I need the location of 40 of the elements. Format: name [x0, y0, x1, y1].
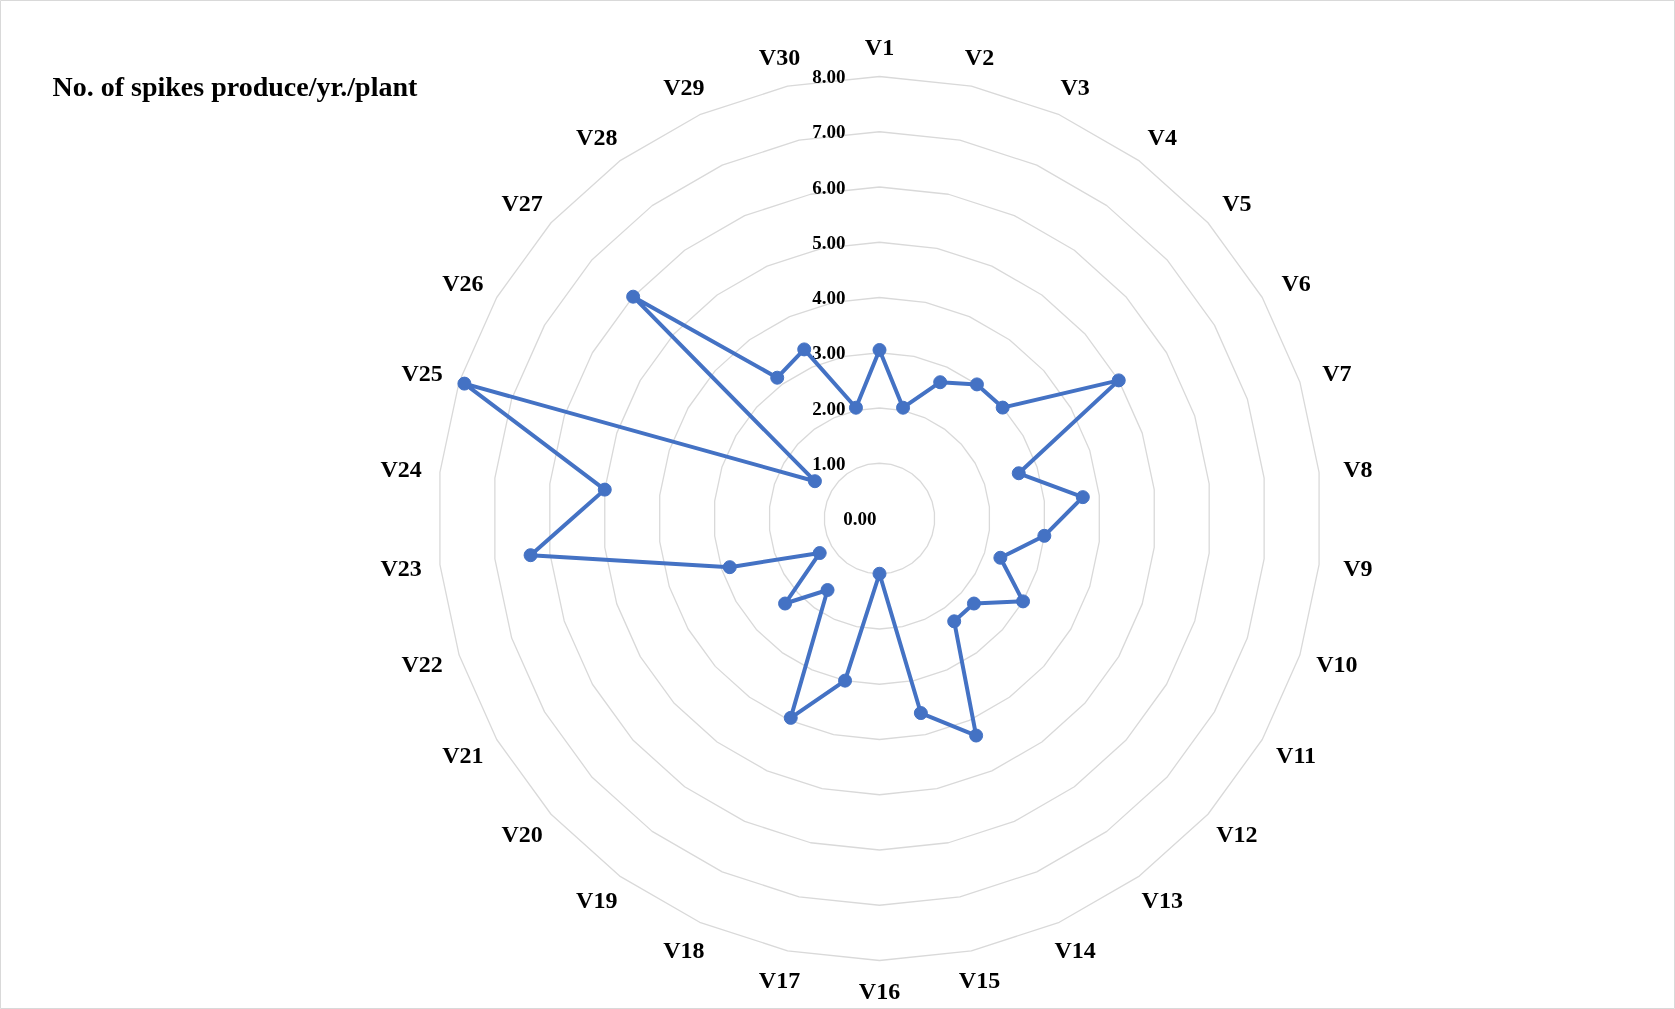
spoke-label: V3	[1060, 74, 1090, 101]
spoke-label: V1	[864, 33, 895, 60]
spoke-label: V19	[576, 887, 618, 914]
y-tick-label: 1.00	[812, 452, 846, 474]
spoke-label: V13	[1141, 887, 1183, 914]
y-tick-label: 3.00	[812, 342, 846, 364]
spoke-label: V22	[401, 651, 443, 678]
y-tick-label: 7.00	[812, 121, 846, 143]
spoke-label: V5	[1222, 189, 1252, 216]
spoke-label: V10	[1316, 651, 1358, 678]
spoke-label: V30	[758, 43, 801, 70]
spoke-label: V11	[1276, 741, 1317, 768]
spoke-label: V8	[1343, 456, 1373, 483]
spoke-label: V27	[501, 189, 543, 216]
spoke-label: V4	[1147, 123, 1177, 150]
y-tick-label: 5.00	[812, 231, 846, 253]
spoke-label: V16	[858, 977, 901, 1004]
spoke-label: V7	[1322, 359, 1352, 386]
spoke-label: V25	[401, 359, 443, 386]
spoke-label: V20	[501, 821, 543, 848]
y-tick-label: 6.00	[812, 176, 846, 198]
spoke-label: V12	[1216, 821, 1258, 848]
spoke-label: V21	[442, 741, 484, 768]
spoke-label: V28	[576, 123, 618, 150]
spoke-label: V26	[442, 269, 484, 296]
y-tick-label: 8.00	[812, 66, 846, 87]
spoke-label: V23	[380, 554, 422, 581]
spoke-label: V2	[964, 43, 995, 70]
y-tick-label: 2.00	[812, 397, 846, 419]
spoke-label: V6	[1281, 269, 1311, 296]
y-tick-label: 0.00	[843, 508, 877, 529]
spoke-label: V9	[1343, 554, 1373, 581]
spoke-label: V18	[663, 936, 705, 963]
spoke-label: V24	[380, 456, 422, 483]
spoke-label: V17	[758, 967, 801, 994]
spoke-label: V15	[958, 967, 1001, 994]
y-tick-label: 4.00	[812, 287, 846, 308]
spoke-label: V14	[1054, 936, 1096, 963]
text: No. of spikes produce/yr./plant	[52, 71, 419, 102]
spoke-label: V29	[663, 74, 705, 101]
